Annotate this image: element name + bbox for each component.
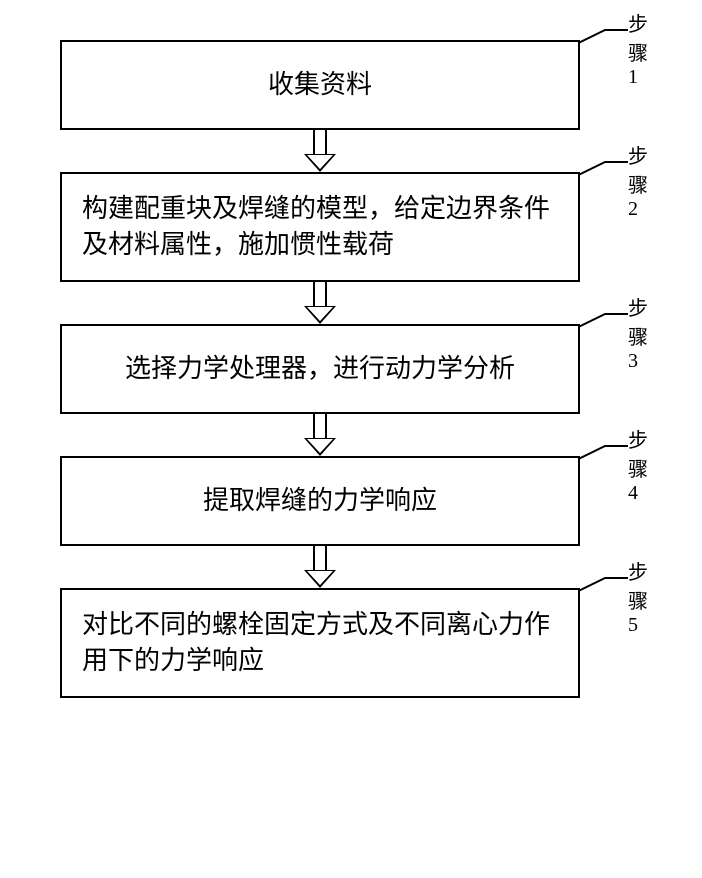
callout-label-step2: 步骤2 xyxy=(628,140,648,221)
step-label-5: 对比不同的螺栓固定方式及不同离心力作用下的力学响应 xyxy=(82,607,558,680)
step-box-4: 提取焊缝的力学响应 xyxy=(60,456,580,546)
callout-label-step4: 步骤4 xyxy=(628,424,648,505)
callout-label-step5: 步骤5 xyxy=(628,556,648,637)
flowchart-container: 步骤1 收集资料 步骤2 构建配重块及焊缝的模型，给定边界条件及材料属性，施加惯… xyxy=(60,40,580,698)
callout-label-step1: 步骤1 xyxy=(628,8,648,89)
arrow-4-5 xyxy=(305,546,335,588)
step-box-2: 构建配重块及焊缝的模型，给定边界条件及材料属性，施加惯性载荷 xyxy=(60,172,580,282)
arrow-3-4 xyxy=(305,414,335,456)
callout-label-step3: 步骤3 xyxy=(628,292,648,373)
step-label-4: 提取焊缝的力学响应 xyxy=(203,483,437,519)
step-label-1: 收集资料 xyxy=(268,67,372,103)
step-box-5: 对比不同的螺栓固定方式及不同离心力作用下的力学响应 xyxy=(60,588,580,698)
step-box-1: 收集资料 xyxy=(60,40,580,130)
arrow-2-3 xyxy=(305,282,335,324)
arrow-1-2 xyxy=(305,130,335,172)
step-box-3: 选择力学处理器，进行动力学分析 xyxy=(60,324,580,414)
step-label-2: 构建配重块及焊缝的模型，给定边界条件及材料属性，施加惯性载荷 xyxy=(82,191,558,264)
step-label-3: 选择力学处理器，进行动力学分析 xyxy=(125,351,515,387)
